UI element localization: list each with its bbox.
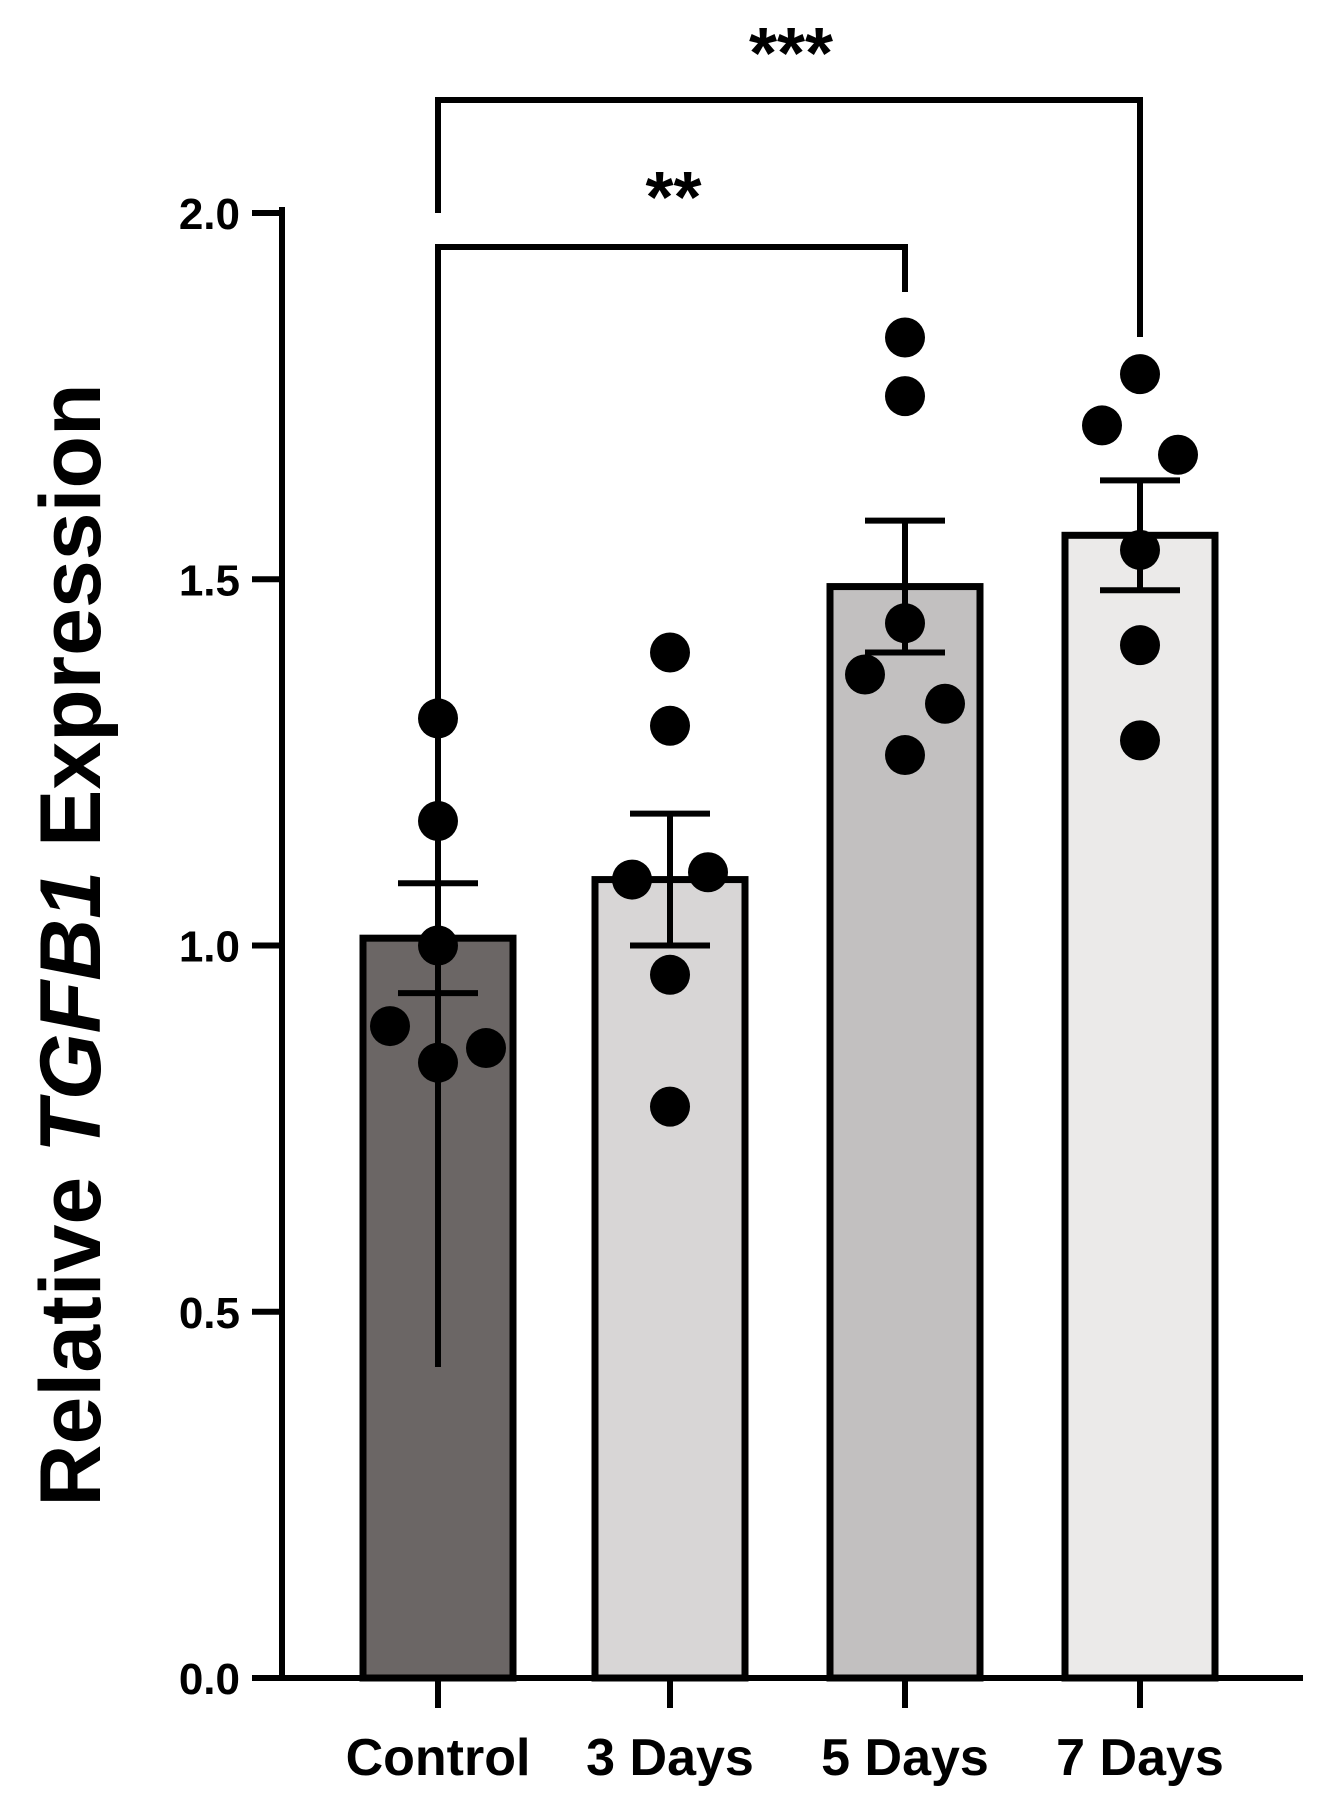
significance-label: ** bbox=[645, 158, 701, 238]
y-tick-label: 1.0 bbox=[179, 923, 240, 972]
y-tick-label: 0.0 bbox=[179, 1655, 240, 1704]
y-axis-label-suffix: Expression bbox=[23, 383, 119, 871]
significance-bracket bbox=[435, 97, 1143, 337]
data-point-control bbox=[466, 1028, 506, 1069]
data-point-7-days bbox=[1120, 354, 1160, 395]
y-axis-label-prefix: Relative bbox=[23, 1153, 119, 1507]
y-tick-label: 1.5 bbox=[179, 556, 240, 605]
data-point-5-days bbox=[885, 376, 925, 417]
data-point-5-days bbox=[845, 654, 885, 695]
data-point-3-days bbox=[612, 859, 652, 900]
x-tick-label-7-days: 7 Days bbox=[1056, 1729, 1224, 1787]
data-point-5-days bbox=[925, 683, 965, 724]
data-point-3-days bbox=[650, 705, 690, 746]
error-bar-7-days bbox=[1100, 477, 1180, 594]
x-tick-label-3-days: 3 Days bbox=[586, 1729, 754, 1787]
bar-7-days bbox=[1061, 531, 1219, 1682]
points-layer bbox=[370, 317, 1198, 1127]
bars-layer bbox=[359, 531, 1219, 1682]
data-point-control bbox=[370, 1006, 410, 1047]
data-point-3-days bbox=[650, 954, 690, 995]
significance-label: *** bbox=[749, 14, 833, 94]
data-point-3-days bbox=[650, 632, 690, 673]
data-point-7-days bbox=[1120, 625, 1160, 666]
data-point-3-days bbox=[688, 852, 728, 893]
y-tick-label: 2.0 bbox=[179, 190, 240, 239]
significance-bracket bbox=[435, 244, 908, 1367]
error-bar-5-days bbox=[865, 517, 945, 656]
data-point-3-days bbox=[650, 1086, 690, 1127]
significance-layer: ***** bbox=[435, 14, 1143, 1367]
data-point-7-days bbox=[1082, 405, 1122, 446]
x-tick-label-control: Control bbox=[346, 1729, 531, 1787]
axes-layer: 0.0 0.5 1.0 1.5 2.0 Control 3 Days 5 Days 7 Days bbox=[179, 190, 1303, 1787]
data-point-5-days bbox=[885, 317, 925, 358]
y-tick-label: 0.5 bbox=[179, 1289, 240, 1338]
data-point-7-days bbox=[1158, 434, 1198, 475]
error-bar-3-days bbox=[630, 810, 710, 949]
x-tick-label-5-days: 5 Days bbox=[821, 1729, 989, 1787]
data-point-5-days bbox=[885, 735, 925, 776]
data-point-7-days bbox=[1120, 720, 1160, 761]
bar-3-days bbox=[591, 876, 749, 1682]
y-axis-label-gene: TGFB1 bbox=[23, 871, 119, 1153]
y-axis-label: Relative TGFB1 Expression bbox=[23, 383, 119, 1506]
